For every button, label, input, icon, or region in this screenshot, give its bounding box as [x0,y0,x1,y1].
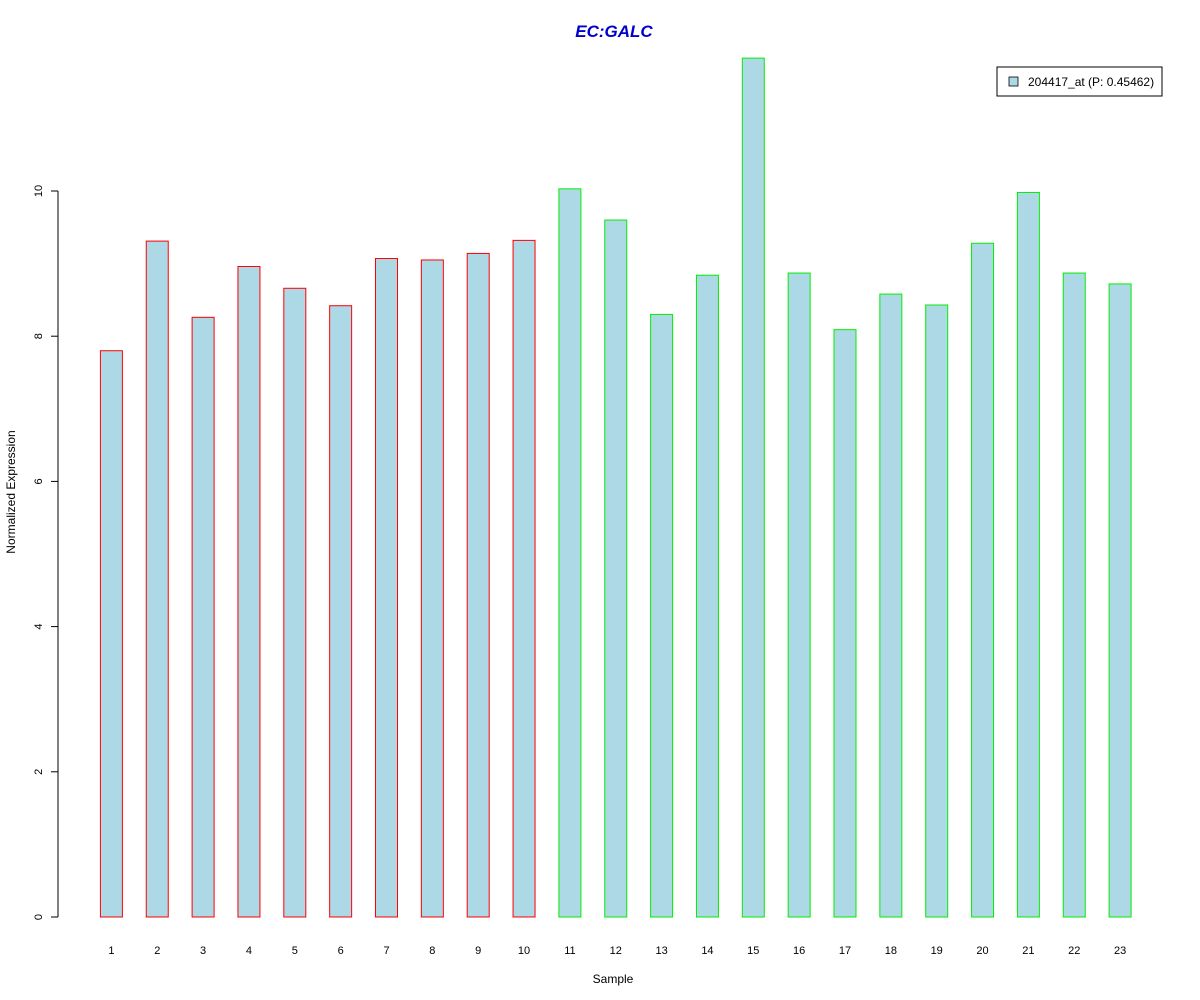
bar-sample-14 [695,274,719,918]
chart-title: EC:GALC [575,22,653,41]
x-tick-label: 12 [610,945,622,957]
x-tick-label: 11 [564,945,575,957]
x-tick-label: 17 [839,945,851,957]
y-tick-label: 6 [33,478,45,484]
x-tick-label: 23 [1114,945,1126,957]
x-tick-labels: 1 2 3 4 5 6 7 8 9 10 11 12 13 14 15 16 17 18 19 20 21 22 23 [108,945,1126,957]
bar-sample-12 [604,219,628,918]
x-tick-label: 22 [1068,945,1080,957]
bar-sample-8 [420,259,444,918]
y-tick-label: 4 [33,624,45,630]
bar-sample-6 [329,305,353,918]
bar-sample-9 [466,252,490,918]
bar-sample-20 [971,242,995,918]
x-tick-label: 18 [885,945,897,957]
y-axis: 0 2 4 6 8 10 [33,185,59,920]
x-tick-label: 21 [1022,945,1034,957]
bar-sample-17 [833,329,857,918]
x-tick-label: 15 [747,945,759,957]
bar-sample-4 [237,266,261,918]
x-tick-label: 9 [475,945,481,957]
x-tick-label: 7 [383,945,389,957]
legend: 204417_at (P: 0.45462) [996,66,1163,97]
y-axis-label: Normalized Expression [4,430,18,553]
x-tick-label: 6 [338,945,344,957]
legend-series-label: 204417_at (P: 0.45462) [1028,75,1154,89]
x-tick-label: 1 [108,945,114,957]
x-tick-label: 14 [701,945,713,957]
bars [99,57,1132,918]
bar-sample-2 [145,240,169,918]
x-tick-label: 19 [931,945,943,957]
x-tick-label: 20 [976,945,988,957]
x-tick-label: 5 [292,945,298,957]
bar-sample-13 [650,313,674,918]
x-tick-label: 2 [154,945,160,957]
x-tick-label: 10 [518,945,530,957]
bar-sample-15 [741,57,765,918]
bar-sample-11 [558,188,582,918]
x-axis-label: Sample [593,972,634,986]
bar-sample-3 [191,316,215,918]
bar-sample-19 [925,304,949,918]
legend-swatch [1008,76,1019,87]
y-tick-label: 2 [33,769,45,775]
bar-sample-1 [99,350,123,918]
bar-sample-16 [787,272,811,918]
bar-sample-23 [1108,283,1132,918]
bar-sample-21 [1016,191,1040,918]
y-tick-label: 8 [33,333,45,339]
x-tick-label: 8 [429,945,435,957]
x-tick-label: 13 [655,945,667,957]
bar-sample-18 [879,293,903,918]
bar-sample-7 [375,258,398,918]
bar-sample-22 [1062,272,1086,918]
y-tick-label: 0 [33,914,45,920]
bar-sample-5 [283,287,307,918]
y-tick-label: 10 [33,185,45,197]
legend-box [996,66,1163,97]
bar-sample-10 [512,239,536,918]
x-tick-label: 4 [246,945,252,957]
x-tick-label: 16 [793,945,805,957]
x-tick-label: 3 [200,945,206,957]
